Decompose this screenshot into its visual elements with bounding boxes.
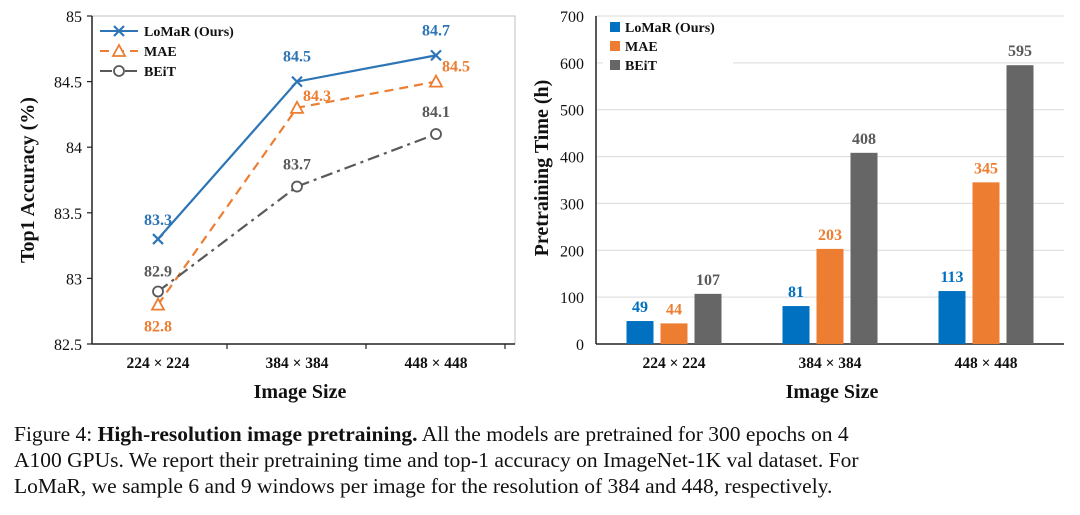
bar-lomar-ours [782, 306, 810, 344]
data-point [430, 49, 442, 62]
bar-y-tick-label: 700 [560, 9, 584, 26]
data-point [430, 128, 442, 140]
bar-y-axis-label: Pretraining Time (h) [531, 80, 553, 257]
series-line [157, 133, 437, 293]
legend-swatch [610, 41, 620, 51]
data-label: 84.7 [422, 22, 450, 39]
caption-line-2: A100 GPUs. We report their pretraining t… [14, 448, 859, 472]
bar-value-label: 107 [696, 272, 720, 289]
data-point [291, 180, 303, 193]
bar-x-tick-label: 384 × 384 [798, 355, 861, 372]
data-point [291, 75, 303, 88]
data-label: 83.7 [283, 157, 311, 174]
data-point [289, 99, 305, 114]
bar-mae [972, 182, 1000, 344]
line-legend: LoMaR (Ours) MAE BEiT [100, 25, 234, 80]
legend-marker [113, 65, 125, 77]
legend-label: BEiT [625, 59, 658, 74]
caption-line-3: LoMaR, we sample 6 and 9 windows per ima… [14, 474, 833, 498]
data-point [150, 296, 166, 311]
bar-y-tick-label: 500 [560, 103, 584, 120]
line-y-tick-label: 85 [66, 9, 82, 26]
data-label: 84.5 [442, 59, 470, 76]
bar-value-label: 595 [1008, 43, 1032, 60]
bar-beit [694, 293, 722, 344]
line-series-beit: 82.9 83.7 84.1 [144, 104, 450, 298]
bar-mae [816, 248, 844, 344]
bar-value-label: 408 [852, 131, 876, 148]
bar-value-label: 203 [818, 227, 842, 244]
legend-swatch [610, 22, 620, 32]
legend-label: LoMaR (Ours) [625, 21, 715, 36]
line-y-tick-label: 82.5 [54, 337, 82, 354]
bar-value-label: 44 [666, 301, 682, 318]
line-chart: 82.5 83 83.5 84 84.5 85 224 × 224 384 × 384 448 … [17, 9, 516, 403]
bar-y-tick-label: 300 [560, 196, 584, 213]
bar-y-tick-label: 100 [560, 290, 584, 307]
line-y-axis-label: Top1 Accuracy (%) [17, 97, 39, 263]
data-label: 84.1 [422, 104, 450, 121]
data-label: 84.3 [303, 88, 331, 105]
line-y-tick-label: 83 [66, 271, 82, 288]
bar-mae [660, 323, 688, 344]
line-series-mae: 82.8 84.3 84.5 [144, 59, 470, 336]
caption-figure-label: Figure 4: [14, 422, 93, 446]
legend-label: MAE [144, 45, 177, 60]
bar-y-tick-label: 600 [560, 56, 584, 73]
bar-legend-box [603, 17, 733, 82]
legend-swatch [610, 60, 620, 70]
data-label: 83.3 [144, 212, 172, 229]
bar-beit [850, 152, 878, 344]
line-y-tick-label: 84.5 [54, 75, 82, 92]
bar-value-label: 113 [940, 269, 963, 286]
bar-value-label: 81 [788, 284, 804, 301]
figure-charts: 82.5 83 83.5 84 84.5 85 224 × 224 384 × 384 448 … [17, 9, 1064, 403]
bar-y-tick-label: 400 [560, 150, 584, 167]
line-y-tick-label: 83.5 [54, 206, 82, 223]
line-series-lomar-ours: 83.3 84.5 84.7 [144, 22, 450, 245]
bar-value-label: 49 [632, 299, 648, 316]
bar-legend: LoMaR (Ours) MAE BEiT [603, 17, 733, 82]
line-x-tick-label: 384 × 384 [265, 355, 328, 372]
data-label: 84.5 [283, 49, 311, 66]
bar-x-tick-label: 448 × 448 [954, 355, 1017, 372]
line-y-tick-label: 84 [66, 140, 82, 157]
legend-label: BEiT [144, 65, 177, 80]
data-point [428, 73, 444, 88]
bar-lomar-ours [938, 291, 966, 344]
line-x-tick-label: 448 × 448 [404, 355, 467, 372]
data-point [152, 233, 164, 245]
data-label: 82.8 [144, 319, 172, 336]
bar-beit [1006, 65, 1034, 344]
legend-marker [111, 43, 127, 57]
line-x-tick-label: 224 × 224 [126, 355, 189, 372]
line-x-axis-label: Image Size [254, 381, 347, 403]
bar-value-label: 345 [974, 160, 998, 177]
data-point [152, 285, 164, 298]
legend-marker [113, 25, 125, 37]
figure-caption: Figure 4: High-resolution image pretrain… [14, 421, 1072, 499]
bar-y-tick-label: 200 [560, 243, 584, 260]
caption-bold-title: High-resolution image pretraining. [97, 422, 418, 446]
bar-lomar-ours [626, 321, 654, 344]
bar-x-axis-label: Image Size [786, 381, 879, 403]
caption-line-1: All the models are pretrained for 300 ep… [421, 422, 849, 446]
data-label: 82.9 [144, 264, 172, 281]
bar-chart: 0 100 200 300 400 500 600 700 224 × 224 49 44 107 38… [531, 9, 1064, 403]
bar-x-tick-label: 224 × 224 [642, 355, 705, 372]
legend-label: MAE [625, 40, 658, 55]
bar-y-tick-label: 0 [576, 337, 584, 354]
legend-label: LoMaR (Ours) [144, 25, 234, 40]
